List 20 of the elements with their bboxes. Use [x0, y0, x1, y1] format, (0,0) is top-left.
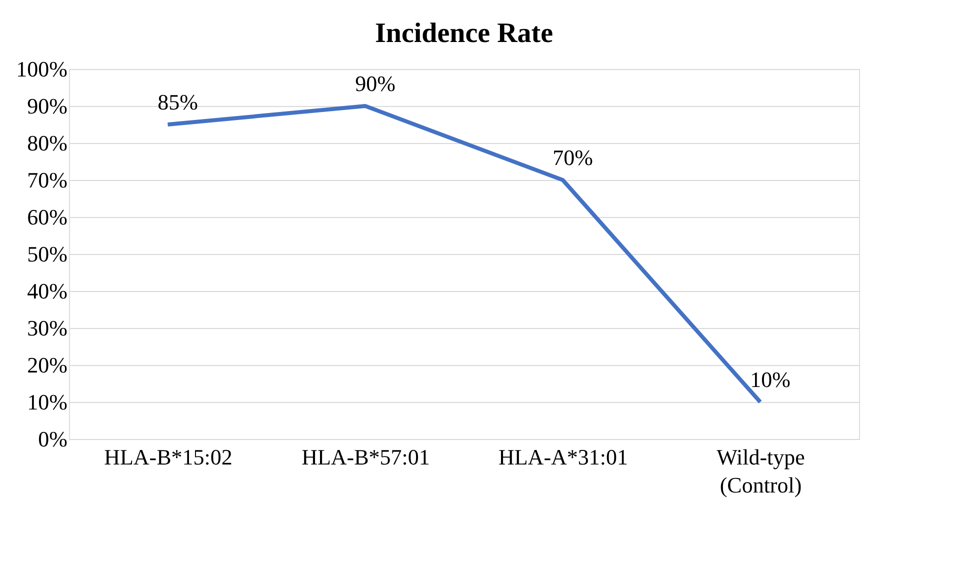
chart-title: Incidence Rate — [374, 18, 554, 49]
y-tick-label: 70% — [27, 168, 68, 192]
y-tick-label: 90% — [27, 94, 68, 118]
y-tick-label: 80% — [27, 130, 68, 156]
x-tick-label: HLA-B*57:01 — [302, 444, 430, 470]
x-tick-label: HLA-B*15:02 — [104, 444, 232, 470]
y-tick-label: 0% — [38, 426, 68, 452]
data-label: 70% — [552, 145, 593, 170]
data-label: 90% — [355, 71, 396, 96]
y-tick-label: 50% — [27, 242, 68, 266]
y-tick-label: 100% — [16, 56, 68, 82]
y-tick-label: 40% — [27, 278, 68, 304]
y-tick-label: 20% — [27, 352, 68, 378]
y-tick-label: 60% — [27, 204, 68, 230]
data-label: 85% — [158, 90, 198, 114]
x-tick-label: HLA-A*31:01 — [498, 444, 628, 470]
x-tick-label: Wild-type (Control) — [716, 444, 805, 498]
y-tick-label: 10% — [27, 390, 68, 414]
data-label: 10% — [750, 367, 790, 392]
y-tick-label: 30% — [27, 316, 68, 340]
